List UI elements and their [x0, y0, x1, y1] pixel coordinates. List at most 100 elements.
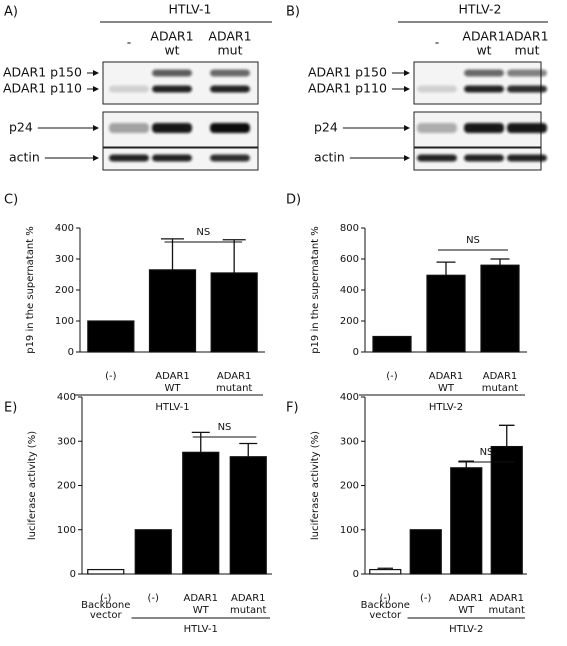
- y-tick-label: 100: [55, 316, 74, 327]
- y-tick-label: 0: [70, 569, 76, 580]
- group-label: HTLV-2: [429, 402, 463, 413]
- band: [210, 154, 250, 162]
- lane-label: ADAR1: [208, 29, 251, 44]
- y-tick-label: 400: [340, 392, 359, 403]
- y-tick-label: 800: [340, 223, 359, 234]
- y-tick-label: 600: [340, 254, 359, 265]
- bar: [87, 568, 125, 575]
- band: [507, 154, 547, 162]
- band: [507, 69, 547, 77]
- x-tick-label: mutant: [230, 605, 266, 616]
- group-label: vector: [369, 610, 402, 621]
- band: [109, 123, 149, 133]
- error-bar: [239, 442, 258, 457]
- x-tick-label: ADAR1: [449, 593, 484, 604]
- y-axis-label: luciferase activity (%): [27, 431, 38, 540]
- x-tick-label: ADAR1: [217, 371, 252, 382]
- panel-label: C): [4, 193, 18, 208]
- y-tick-label: 400: [55, 223, 74, 234]
- band: [210, 123, 250, 133]
- band: [210, 85, 250, 93]
- y-axis-label: luciferase activity (%): [310, 431, 321, 540]
- bar: [369, 568, 402, 575]
- lane-label: -: [435, 35, 440, 50]
- bar: [134, 529, 172, 575]
- x-tick-label: ADAR1: [155, 371, 190, 382]
- bar: [229, 456, 267, 575]
- bar: [210, 272, 258, 353]
- bar: [450, 467, 483, 575]
- band: [464, 154, 504, 162]
- arrow-head: [93, 125, 99, 131]
- y-tick-label: 200: [57, 481, 76, 492]
- x-tick-label: mutant: [216, 383, 252, 394]
- row-label: ADAR1 p110: [3, 81, 82, 96]
- x-tick-label: ADAR1: [429, 371, 464, 382]
- row-label: p24: [314, 120, 338, 135]
- band: [464, 85, 504, 93]
- panel-label: F): [286, 401, 299, 416]
- band: [210, 69, 250, 77]
- x-tick-label: mutant: [489, 605, 525, 616]
- x-tick-label: (-): [420, 593, 432, 604]
- lane-label: wt: [164, 43, 179, 58]
- group-label: Backbone: [361, 600, 410, 611]
- y-tick-label: 300: [57, 436, 76, 447]
- band: [152, 123, 192, 133]
- x-tick-label: (-): [386, 371, 398, 382]
- panel-label: B): [286, 5, 300, 20]
- group-label: HTLV-2: [449, 624, 483, 635]
- band: [417, 154, 457, 162]
- lane-label: wt: [476, 43, 491, 58]
- x-tick-label: WT: [165, 383, 182, 394]
- band: [152, 69, 192, 77]
- blot-box: [413, 61, 542, 105]
- lane-label: -: [127, 35, 132, 50]
- lane-label: ADAR1: [505, 29, 548, 44]
- significance-label: NS: [218, 422, 232, 433]
- blot-title: HTLV-2: [459, 2, 502, 17]
- error-bar: [436, 261, 456, 276]
- panel-label: D): [286, 193, 301, 208]
- band: [109, 85, 149, 93]
- bar: [87, 320, 135, 353]
- error-bar: [191, 431, 210, 453]
- y-tick-label: 200: [340, 316, 359, 327]
- y-tick-label: 300: [340, 436, 359, 447]
- error-bar: [222, 239, 246, 273]
- arrow-head: [93, 155, 99, 161]
- lane-label: ADAR1: [462, 29, 505, 44]
- bar: [372, 335, 412, 353]
- blot-title: HTLV-1: [169, 2, 212, 17]
- lane-label: mut: [515, 43, 540, 58]
- arrow-head: [93, 70, 99, 76]
- y-tick-label: 200: [340, 481, 359, 492]
- y-tick-label: 0: [353, 569, 359, 580]
- lane-label: mut: [218, 43, 243, 58]
- y-tick-label: 0: [353, 347, 359, 358]
- band: [417, 85, 457, 93]
- significance-label: NS: [196, 227, 210, 238]
- error-bar: [490, 258, 510, 266]
- band: [417, 123, 457, 133]
- x-tick-label: ADAR1: [489, 593, 524, 604]
- significance-label: NS: [480, 447, 494, 458]
- error-bar: [161, 238, 184, 270]
- significance-label: NS: [466, 235, 480, 246]
- bar: [490, 445, 523, 575]
- group-label: Backbone: [81, 600, 130, 611]
- group-label: vector: [90, 610, 123, 621]
- y-tick-label: 100: [340, 525, 359, 536]
- x-tick-label: (-): [105, 371, 117, 382]
- x-tick-label: (-): [148, 593, 160, 604]
- band: [464, 123, 504, 133]
- arrow-head: [404, 125, 410, 131]
- band: [507, 123, 547, 133]
- y-tick-label: 400: [340, 285, 359, 296]
- bar: [480, 264, 520, 353]
- band: [507, 85, 547, 93]
- lane-label: ADAR1: [150, 29, 193, 44]
- y-tick-label: 400: [57, 392, 76, 403]
- arrow-head: [404, 70, 410, 76]
